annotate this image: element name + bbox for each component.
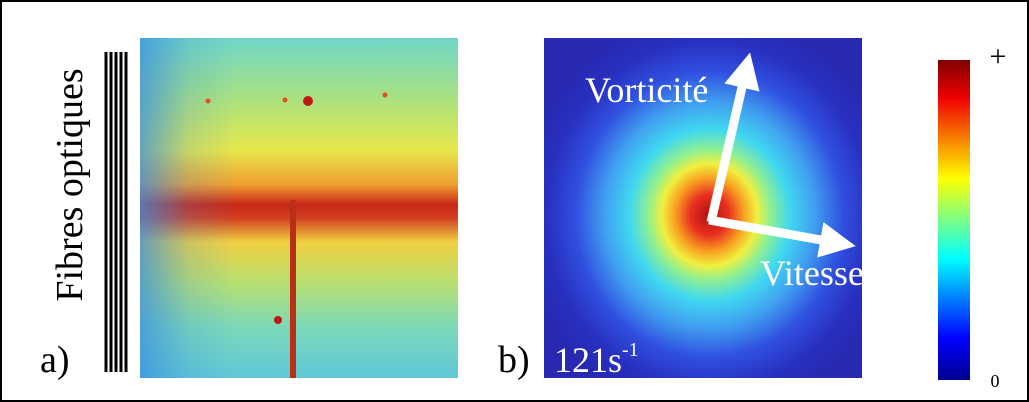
image-a	[140, 38, 458, 378]
shear-rate-exponent: -1	[622, 339, 639, 361]
shear-rate-value: 121s	[554, 340, 622, 380]
colorbar-max: +	[990, 40, 1007, 73]
shear-rate: 121s-1	[554, 339, 639, 380]
velocity-label: Vitesse	[760, 253, 864, 293]
vorticity-label: Vorticité	[585, 70, 708, 110]
panel-label: b)	[498, 339, 530, 381]
side-label: Fibres optiques	[49, 68, 91, 301]
panel-label: a)	[40, 339, 70, 381]
colorbar-min: 0	[991, 371, 1000, 391]
image-b	[544, 38, 862, 378]
colorbar	[938, 60, 970, 380]
fibers	[104, 52, 128, 372]
